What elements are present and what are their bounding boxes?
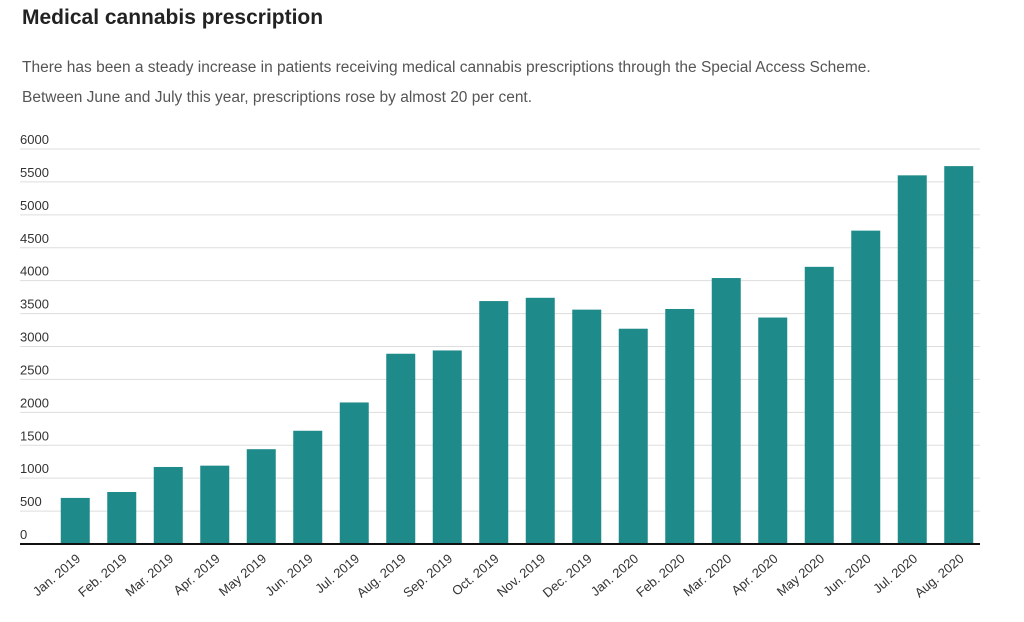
chart-subtitle: There has been a steady increase in pati… xyxy=(22,53,982,113)
x-tick-label: May 2020 xyxy=(774,551,827,599)
x-tick-label: Dec. 2019 xyxy=(540,551,595,601)
bar xyxy=(479,301,509,544)
bar xyxy=(851,230,881,544)
x-tick-label: Mar. 2019 xyxy=(122,551,176,600)
x-tick-label: Nov. 2019 xyxy=(494,551,548,600)
x-tick-label: Aug. 2020 xyxy=(912,551,967,601)
x-tick-label: Mar. 2020 xyxy=(680,551,734,600)
bar xyxy=(944,166,974,544)
bar xyxy=(339,402,369,544)
chart-title: Medical cannabis prescription xyxy=(22,6,324,29)
bar xyxy=(107,491,137,544)
y-tick-label: 2500 xyxy=(20,362,49,377)
y-tick-label: 500 xyxy=(20,494,42,509)
y-tick-label: 1500 xyxy=(20,428,49,443)
x-tick-label: Feb. 2020 xyxy=(633,551,687,600)
x-tick-label: Apr. 2020 xyxy=(728,551,780,598)
bar xyxy=(432,350,462,544)
bar xyxy=(293,430,323,544)
x-tick-label: May 2019 xyxy=(216,551,269,599)
y-tick-label: 4500 xyxy=(20,231,49,246)
y-tick-label: 6000 xyxy=(20,132,49,147)
bar xyxy=(804,266,834,544)
x-tick-label: Feb. 2019 xyxy=(75,551,129,600)
bar xyxy=(572,309,602,544)
bars xyxy=(60,166,974,545)
x-tick-label: Jun. 2019 xyxy=(262,551,315,599)
bar xyxy=(758,317,788,544)
y-tick-label: 5000 xyxy=(20,198,49,213)
bar xyxy=(246,449,276,544)
x-tick-label: Jan. 2019 xyxy=(30,551,83,599)
x-tick-label: Jan. 2020 xyxy=(588,551,641,599)
y-tick-label: 3000 xyxy=(20,330,49,345)
y-tick-label: 1000 xyxy=(20,461,49,476)
bar xyxy=(618,328,648,544)
y-tick-label: 3500 xyxy=(20,297,49,312)
x-tick-label: Sep. 2019 xyxy=(400,551,455,601)
y-tick-label: 5500 xyxy=(20,165,49,180)
y-tick-label: 0 xyxy=(20,527,27,542)
y-tick-label: 2000 xyxy=(20,395,49,410)
x-tick-label: Aug. 2019 xyxy=(354,551,409,601)
x-tick-label: Apr. 2019 xyxy=(170,551,222,598)
y-axis-ticks: 0 500 1000 1500 2000 2500 3000 3500 4000 4500 5000… xyxy=(20,132,49,542)
bar xyxy=(711,278,741,544)
y-tick-label: 4000 xyxy=(20,264,49,279)
bar xyxy=(897,175,927,545)
bar xyxy=(665,308,695,544)
bar xyxy=(200,465,230,544)
bar xyxy=(386,353,416,544)
bar xyxy=(153,466,183,544)
x-tick-label: Jun. 2020 xyxy=(820,551,873,599)
x-tick-label: Oct. 2019 xyxy=(449,551,502,599)
bar xyxy=(525,297,555,544)
subtitle-line-2: Between June and July this year, prescri… xyxy=(22,89,533,106)
subtitle-line-1: There has been a steady increase in pati… xyxy=(22,59,871,76)
bar xyxy=(60,497,90,544)
